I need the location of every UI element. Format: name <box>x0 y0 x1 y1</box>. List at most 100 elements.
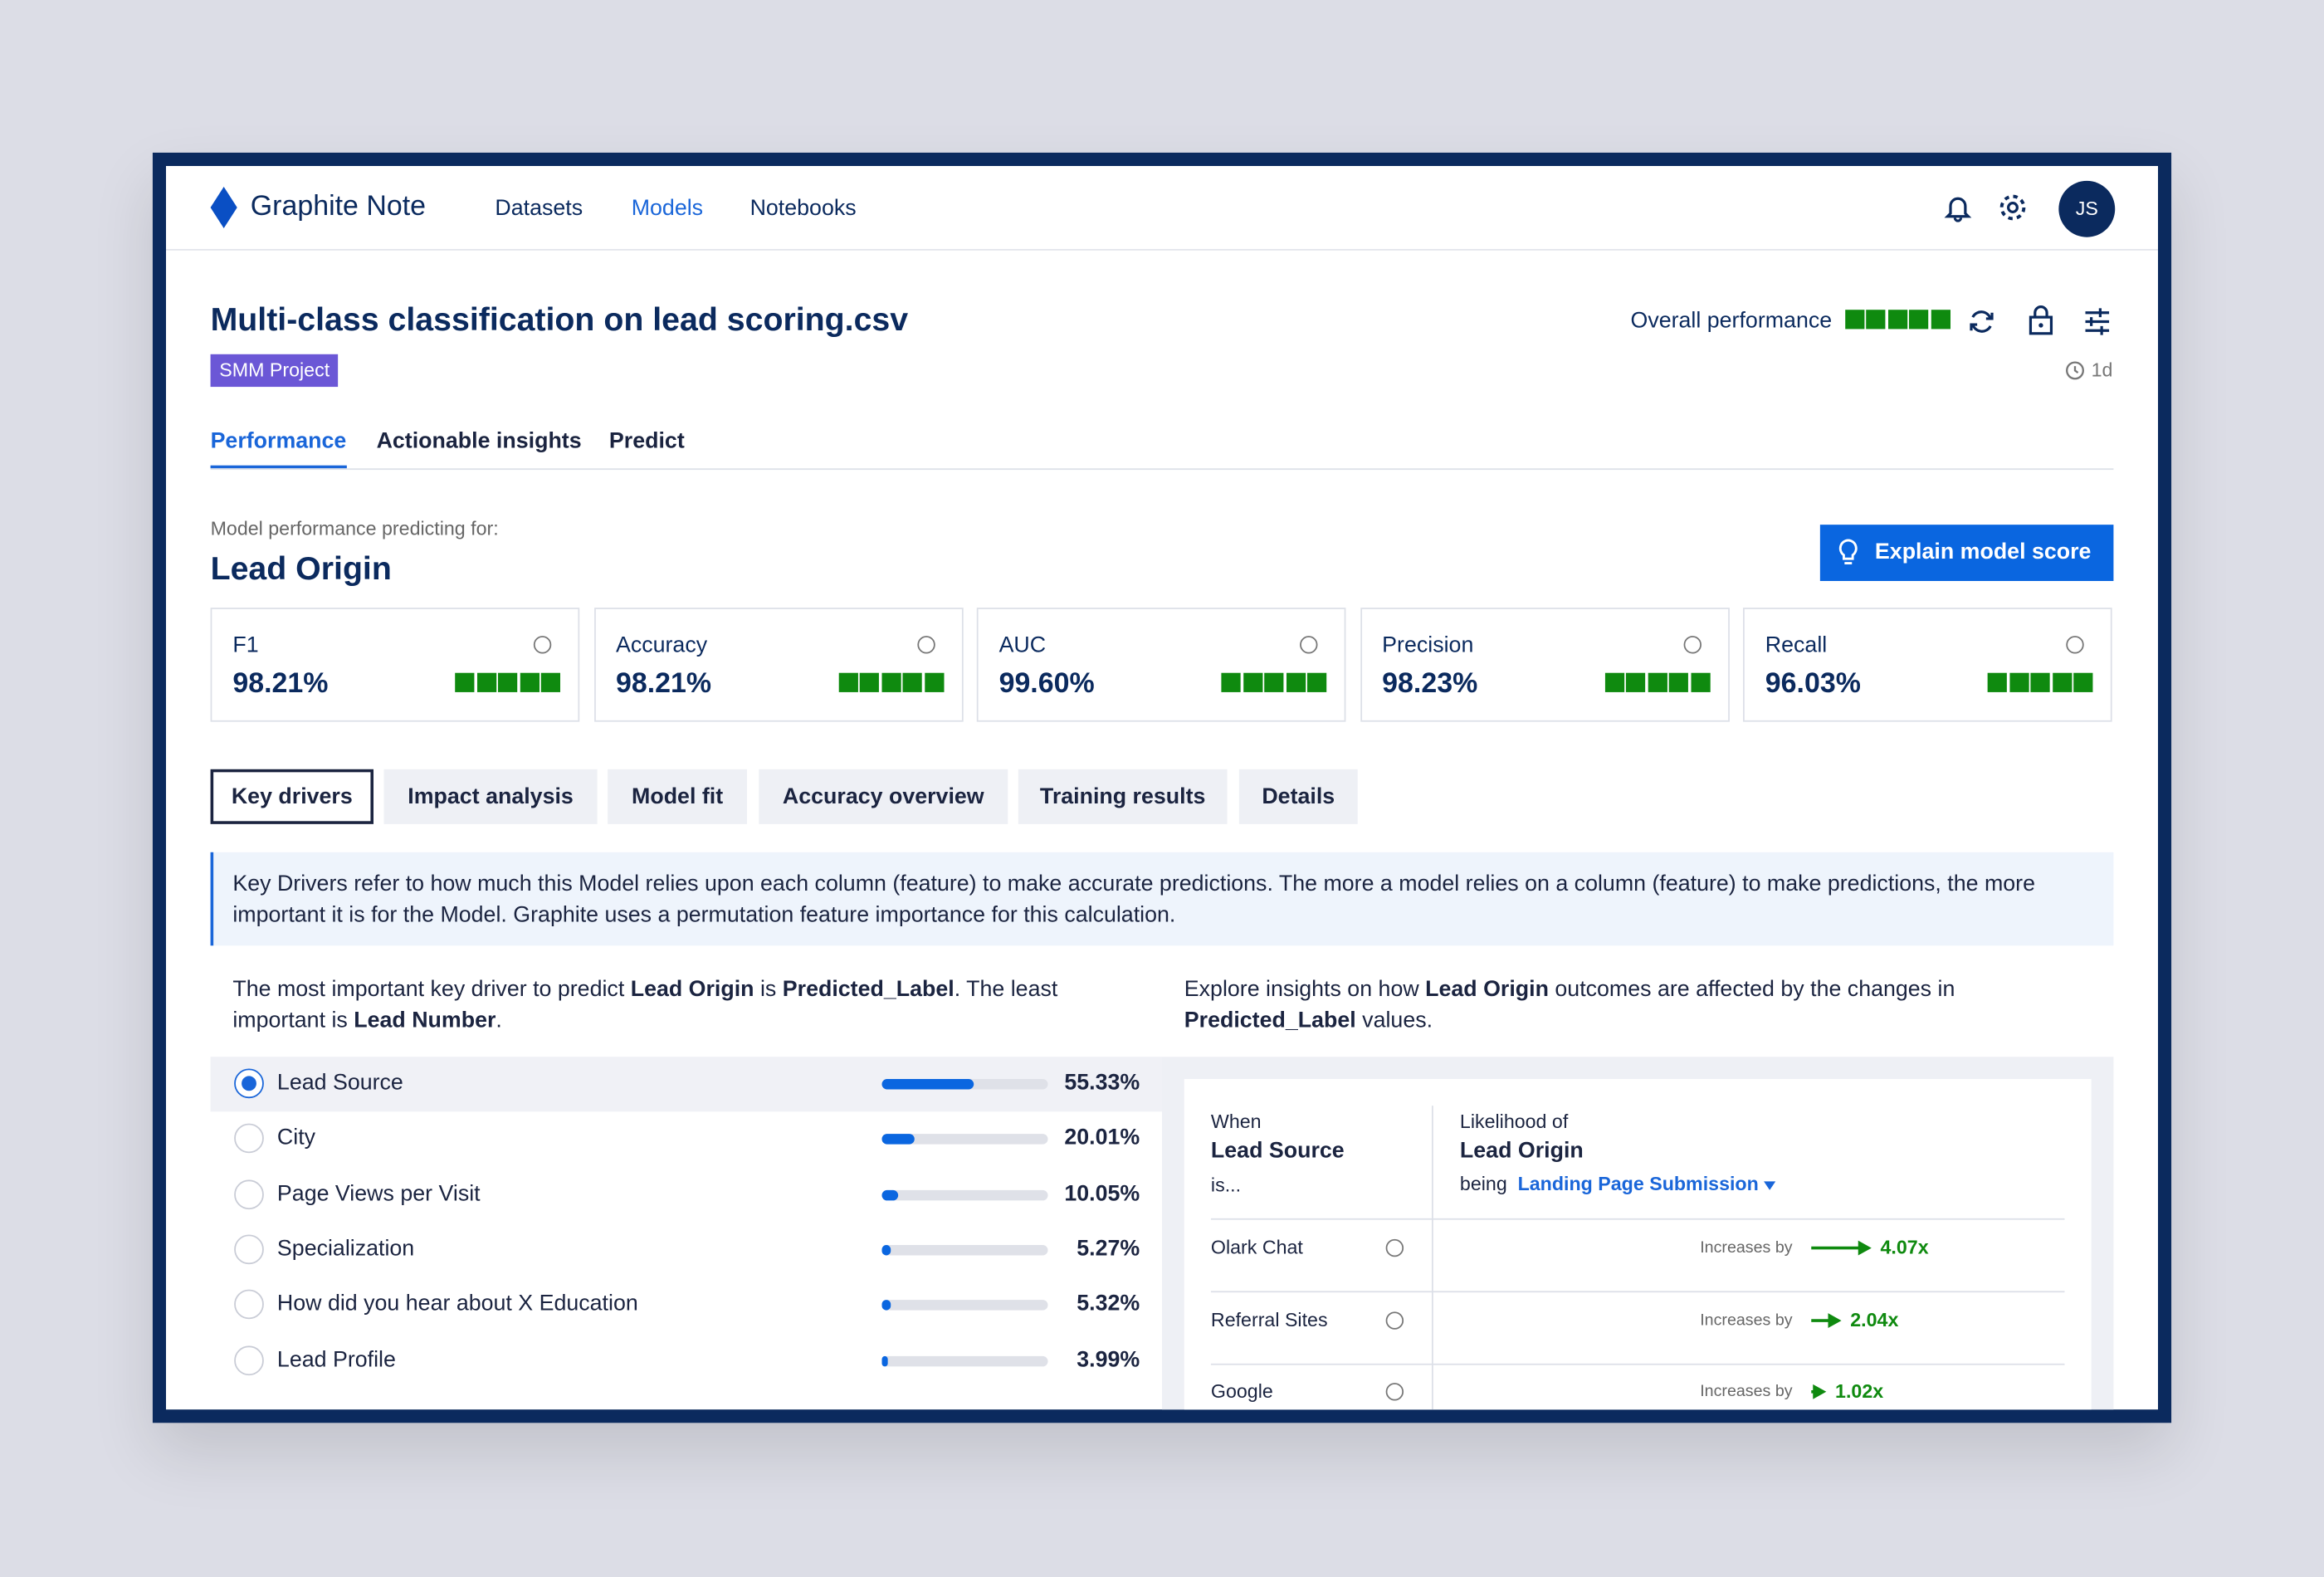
subtab[interactable]: Model fit <box>608 769 747 824</box>
refresh-icon[interactable] <box>1967 307 1997 337</box>
driver-importance: 5.32% <box>1077 1291 1140 1317</box>
rating-square <box>2073 672 2093 692</box>
column-divider <box>1431 1106 1433 1410</box>
metric-value: 98.23% <box>1382 668 1478 700</box>
radio[interactable] <box>234 1289 264 1320</box>
radio[interactable] <box>234 1234 264 1265</box>
explain-button-label[interactable]: Explain model score <box>1874 539 2092 565</box>
bar <box>881 1134 915 1145</box>
bell-icon[interactable] <box>1943 193 1973 222</box>
filter-icon[interactable] <box>2082 307 2112 337</box>
info-text: Key Drivers refer to how much this Model… <box>232 871 2036 928</box>
metric-value: 96.03% <box>1765 668 1861 700</box>
text: Explore insights on how <box>1184 976 1426 1003</box>
metric-card: Recall 96.03% <box>1742 608 2112 722</box>
metric-rating <box>1985 672 2093 700</box>
class-value[interactable]: Landing Page Submission <box>1517 1172 1759 1195</box>
driver-name: Lead Source <box>276 1070 403 1096</box>
subtab[interactable]: Details <box>1238 769 1358 824</box>
metric-name: Precision <box>1382 632 1474 658</box>
rating-square <box>1604 672 1624 692</box>
radio[interactable] <box>234 1068 264 1099</box>
bar-track <box>881 1189 1048 1200</box>
brand[interactable]: Graphite Note <box>250 191 427 222</box>
effect-arrow <box>1811 1240 1872 1256</box>
summary: The most important key driver to predict… <box>232 974 1121 1036</box>
info-icon <box>1385 1383 1404 1401</box>
info-icon <box>1385 1311 1404 1329</box>
class-dropdown[interactable]: Landing Page Submission <box>1518 1172 1776 1194</box>
overall-performance-label: Overall performance <box>1630 308 1833 334</box>
bar-track <box>881 1134 1048 1145</box>
rating-square <box>902 672 922 692</box>
tab[interactable]: Actionable insights <box>376 428 582 454</box>
bar-track <box>881 1244 1048 1256</box>
driver-row[interactable]: Lead Source 55.33% <box>210 1057 1162 1112</box>
effect-arrow <box>1811 1384 1827 1399</box>
metric-name: Accuracy <box>615 632 708 658</box>
emphasis: Lead Origin <box>630 976 754 1003</box>
subtab[interactable]: Impact analysis <box>383 769 598 824</box>
metric-name: Recall <box>1765 632 1828 658</box>
insight-card <box>1184 1078 2092 1410</box>
metric-card: F1 98.21% <box>210 608 580 722</box>
tab-active[interactable]: Performance <box>210 428 347 469</box>
subtab-active[interactable]: Key drivers <box>210 769 374 824</box>
bar <box>881 1300 891 1311</box>
subtab[interactable]: Accuracy overview <box>759 769 1008 824</box>
driver-row[interactable]: Lead Profile 3.99% <box>211 1333 1162 1388</box>
emphasis: Predicted_Label <box>1184 1008 1356 1033</box>
rating-square <box>859 672 879 692</box>
logo-icon <box>210 186 237 228</box>
text: is <box>754 976 783 1003</box>
nav-link[interactable]: Datasets <box>495 195 583 222</box>
text: . <box>496 1008 502 1033</box>
driver-row[interactable]: City 20.01% <box>211 1112 1162 1167</box>
rating-square <box>1306 672 1327 692</box>
nav-link[interactable]: Models <box>631 195 704 222</box>
rating-square <box>497 672 518 692</box>
tab-divider <box>210 468 2114 471</box>
target-name: Lead Origin <box>210 549 392 588</box>
tab[interactable]: Predict <box>608 428 685 454</box>
effect-arrow <box>1811 1312 1842 1328</box>
driver-name: Lead Profile <box>276 1346 396 1372</box>
lock-icon[interactable] <box>2028 304 2054 336</box>
driver-name: City <box>276 1125 316 1151</box>
effect-label: Increases by <box>1700 1311 1793 1329</box>
app: Graphite Note Datasets Models Notebooks … <box>165 165 2158 1410</box>
effect-label: Increases by <box>1700 1383 1793 1401</box>
settings-icon[interactable] <box>1998 193 2028 222</box>
radio-dot <box>242 1076 256 1091</box>
radio[interactable] <box>234 1124 264 1154</box>
radio[interactable] <box>234 1345 264 1375</box>
driver-row[interactable]: How did you hear about X Education 5.32% <box>211 1278 1162 1333</box>
row-divider <box>1210 1362 2065 1365</box>
radio[interactable] <box>234 1179 264 1209</box>
rating-square <box>1243 672 1262 692</box>
navbar <box>165 166 2158 251</box>
metric-card: Precision 98.23% <box>1360 608 1730 722</box>
metric-rating <box>1602 672 1710 700</box>
category-name: Referral Sites <box>1210 1307 1328 1330</box>
metric-value: 98.21% <box>615 668 712 700</box>
explain-button[interactable]: Explain model score <box>1819 525 2114 581</box>
project-badge[interactable]: SMM Project <box>210 354 339 388</box>
metric-value: 98.21% <box>232 668 329 700</box>
nav-link[interactable]: Notebooks <box>749 195 857 222</box>
effect-label: Increases by <box>1700 1238 1793 1257</box>
bar <box>881 1078 974 1090</box>
rating-square <box>476 672 496 692</box>
metric-rating <box>453 672 560 700</box>
driver-row[interactable]: Page Views per Visit 10.05% <box>211 1167 1162 1222</box>
driver-row[interactable]: Specialization 5.27% <box>211 1223 1162 1277</box>
info-icon <box>533 636 552 654</box>
subtab[interactable]: Training results <box>1018 769 1228 824</box>
effect-value: 2.04x <box>1850 1307 1899 1330</box>
is-label: is... <box>1210 1174 1242 1197</box>
driver-importance: 3.99% <box>1077 1346 1140 1372</box>
driver-name: Page Views per Visit <box>276 1180 481 1206</box>
info-icon <box>1385 1238 1404 1257</box>
avatar[interactable]: JS <box>2058 180 2116 237</box>
category-name: Olark Chat <box>1210 1236 1303 1259</box>
